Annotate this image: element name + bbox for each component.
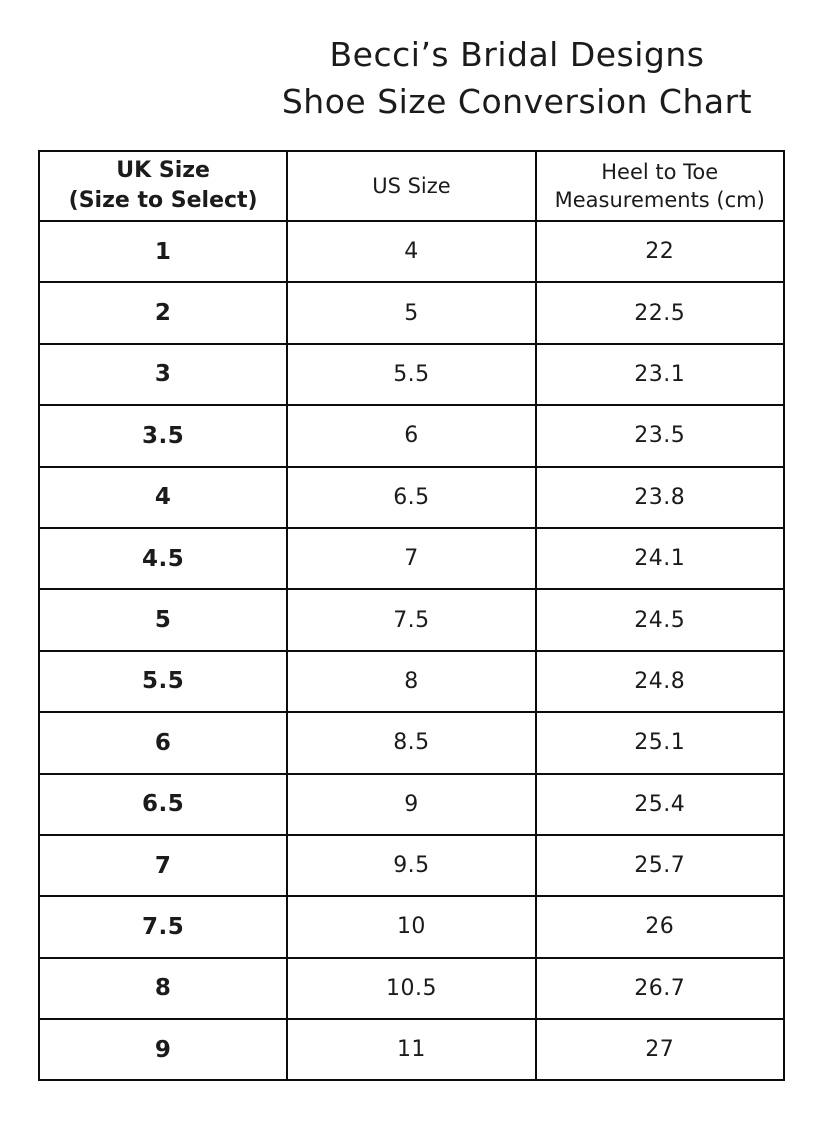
us-size-cell: 6	[286, 404, 537, 468]
us-size-cell: 8.5	[286, 711, 537, 775]
heel-toe-cell: 23.1	[534, 342, 785, 407]
page-title-line1: Becci’s Bridal Designs	[329, 35, 705, 74]
header-uk-size: UK Size (Size to Select)	[37, 150, 289, 222]
header-heel-to-toe-line1: Heel to Toe	[601, 159, 719, 184]
uk-size-cell: 6	[37, 711, 289, 775]
us-size-cell: 5	[286, 281, 537, 345]
heel-toe-cell: 27	[534, 1018, 785, 1082]
page-title-line2: Shoe Size Conversion Chart	[281, 81, 753, 121]
heel-toe-cell: 24.1	[534, 526, 785, 591]
us-size-cell: 8	[286, 649, 537, 714]
table-body: 1 4 22 2 5 22.5 3 5.5 23.1 3.5 6 23.5 4	[37, 219, 785, 1082]
uk-size-cell: 6.5	[37, 772, 289, 836]
heel-toe-cell: 23.5	[534, 404, 785, 468]
us-size-cell: 10.5	[286, 956, 537, 1021]
us-size-cell: 5.5	[286, 342, 537, 407]
table-row: 2 5 22.5	[37, 281, 785, 345]
header-heel-to-toe-line2: Measurements (cm)	[554, 188, 765, 212]
heel-toe-cell: 25.4	[534, 772, 785, 836]
uk-size-cell: 4.5	[37, 526, 289, 591]
us-size-cell: 9.5	[286, 833, 537, 898]
uk-size-cell: 5	[37, 588, 289, 652]
heel-toe-cell: 25.7	[534, 833, 785, 898]
table-row: 3 5.5 23.1	[37, 342, 785, 407]
uk-size-cell: 8	[37, 956, 289, 1021]
us-size-cell: 9	[286, 772, 537, 836]
heel-toe-cell: 22	[534, 219, 785, 284]
header-uk-size-line1: UK Size	[116, 158, 210, 184]
uk-size-cell: 7.5	[37, 895, 289, 959]
table-row: 6.5 9 25.4	[37, 772, 785, 836]
table-row: 8 10.5 26.7	[37, 956, 785, 1021]
uk-size-cell: 7	[37, 833, 289, 898]
table-row: 5.5 8 24.8	[37, 649, 785, 714]
table-header: UK Size (Size to Select) US Size Heel to…	[37, 150, 785, 222]
uk-size-cell: 5.5	[37, 649, 289, 714]
page-title: Becci’s Bridal Designs Shoe Size Convers…	[252, 32, 782, 126]
header-uk-size-line2: (Size to Select)	[68, 188, 258, 213]
heel-toe-cell: 26.7	[534, 956, 785, 1021]
us-size-cell: 6.5	[286, 465, 537, 529]
table-row: 3.5 6 23.5	[37, 404, 785, 468]
table-row: 4 6.5 23.8	[37, 465, 785, 529]
heel-toe-cell: 25.1	[534, 711, 785, 775]
table-row: 1 4 22	[37, 219, 785, 284]
table-row: 5 7.5 24.5	[37, 588, 785, 652]
us-size-cell: 7.5	[286, 588, 537, 652]
heel-toe-cell: 22.5	[534, 281, 785, 345]
heel-toe-cell: 26	[534, 895, 785, 959]
uk-size-cell: 2	[37, 281, 289, 345]
table-row: 6 8.5 25.1	[37, 711, 785, 775]
heel-toe-cell: 24.8	[534, 649, 785, 714]
header-row: UK Size (Size to Select) US Size Heel to…	[37, 150, 785, 222]
table-row: 9 11 27	[37, 1018, 785, 1082]
table-row: 7 9.5 25.7	[37, 833, 785, 898]
size-conversion-table: UK Size (Size to Select) US Size Heel to…	[37, 150, 785, 1082]
header-us-size: US Size	[286, 150, 537, 222]
uk-size-cell: 3	[37, 342, 289, 407]
uk-size-cell: 3.5	[37, 404, 289, 468]
table-row: 4.5 7 24.1	[37, 526, 785, 591]
uk-size-cell: 1	[37, 219, 289, 284]
uk-size-cell: 9	[37, 1018, 289, 1082]
us-size-cell: 10	[286, 895, 537, 959]
uk-size-cell: 4	[37, 465, 289, 529]
header-heel-to-toe: Heel to Toe Measurements (cm)	[534, 150, 785, 222]
us-size-cell: 7	[286, 526, 537, 591]
heel-toe-cell: 24.5	[534, 588, 785, 652]
table-row: 7.5 10 26	[37, 895, 785, 959]
header-us-size-line1: US Size	[372, 173, 451, 198]
us-size-cell: 4	[286, 219, 537, 284]
us-size-cell: 11	[286, 1018, 537, 1082]
heel-toe-cell: 23.8	[534, 465, 785, 529]
